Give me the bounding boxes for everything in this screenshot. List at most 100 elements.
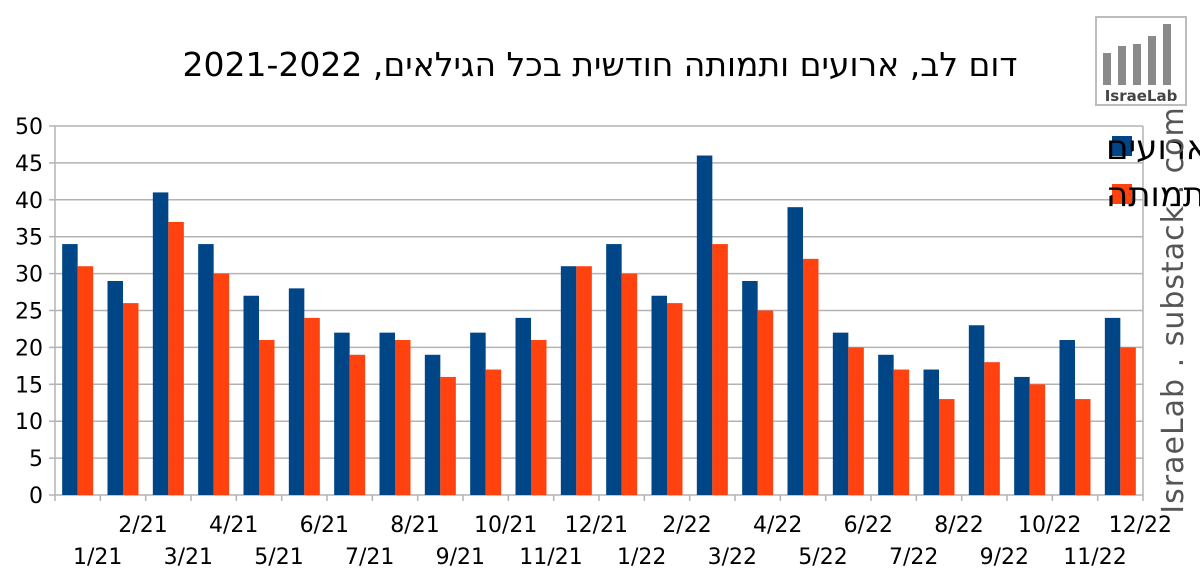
- x-tick-label: 12/21: [565, 513, 628, 538]
- y-tick-label: 15: [15, 373, 43, 398]
- bar-deaths-10/21: [485, 369, 502, 495]
- y-tick-label: 35: [15, 226, 43, 251]
- bar-events-9/22: [968, 325, 985, 495]
- bar-events-11/22: [1059, 340, 1075, 495]
- legend: ארועים תמותה: [1106, 128, 1200, 215]
- bar-events-2/22: [651, 295, 667, 495]
- logo-text: IsraeLab: [1105, 87, 1178, 105]
- gridlines: [49, 125, 1144, 501]
- y-tick-label: 25: [15, 300, 43, 325]
- y-tick-label: 30: [15, 263, 43, 288]
- bar-events-2/21: [107, 280, 123, 495]
- x-tick-label: 10/21: [474, 513, 537, 538]
- logo-bar-3: [1133, 44, 1141, 85]
- bar-events-7/21: [334, 332, 350, 495]
- x-tick-label: 6/21: [300, 513, 349, 538]
- bar-deaths-12/22: [1120, 347, 1136, 495]
- x-tick-label: 3/21: [164, 545, 213, 570]
- x-tick-label: 10/22: [1018, 513, 1081, 538]
- israelab-logo: IsraeLab: [1095, 16, 1187, 106]
- bar-events-11/21: [515, 317, 531, 495]
- x-tick-label: 7/21: [345, 545, 394, 570]
- legend-label-events: ארועים: [1106, 128, 1200, 168]
- bar-deaths-6/22: [848, 347, 864, 495]
- bar-events-12/21: [560, 266, 577, 495]
- logo-bar-4: [1148, 36, 1156, 85]
- x-tick-label: 9/22: [980, 545, 1029, 570]
- bar-deaths-8/21: [395, 340, 411, 495]
- x-tick-label: 7/22: [889, 545, 938, 570]
- x-tick-label: 1/22: [617, 545, 666, 570]
- x-tick-label: 3/22: [708, 545, 757, 570]
- legend-swatch-events: [1112, 136, 1132, 156]
- bar-events-5/22: [787, 207, 803, 495]
- bar-events-6/21: [288, 288, 305, 495]
- x-tick-label: 1/21: [73, 545, 122, 570]
- bar-deaths-10/22: [1029, 384, 1046, 495]
- x-tick-label: 6/22: [844, 513, 893, 538]
- x-tick-label: 8/21: [390, 513, 439, 538]
- bar-deaths-7/22: [893, 369, 910, 495]
- y-tick-label: 40: [15, 189, 43, 214]
- logo-bar-1: [1103, 53, 1111, 85]
- x-tick-label: 2/22: [662, 513, 711, 538]
- bar-events-5/21: [243, 295, 259, 495]
- y-axis-ticks: 0 5 10 15 20 25 30 35 40 45 50: [15, 115, 43, 509]
- x-tick-label: 9/21: [436, 545, 485, 570]
- y-tick-label: 50: [15, 115, 43, 140]
- bar-deaths-6/21: [304, 317, 320, 495]
- bar-events-8/21: [379, 332, 395, 495]
- x-tick-label: 4/22: [753, 513, 802, 538]
- x-tick-label: 11/22: [1063, 545, 1126, 570]
- bar-events-3/21: [152, 192, 169, 496]
- x-tick-label: 4/21: [209, 513, 258, 538]
- bar-deaths-2/21: [123, 303, 139, 495]
- x-tick-label: 5/21: [254, 545, 303, 570]
- x-tick-label: 11/21: [519, 545, 582, 570]
- legend-swatch-deaths: [1112, 184, 1132, 204]
- bar-deaths-4/22: [757, 310, 774, 495]
- watermark: IsraeLab . substack . com: [1156, 106, 1191, 513]
- x-tick-label: 12/22: [1109, 513, 1172, 538]
- bar-deaths-7/21: [349, 354, 366, 495]
- bar-deaths-5/21: [259, 340, 275, 495]
- bar-deaths-5/22: [803, 258, 819, 495]
- x-tick-label: 5/22: [798, 545, 847, 570]
- bar-deaths-3/22: [712, 244, 728, 495]
- y-tick-label: 20: [15, 336, 43, 361]
- bar-events-4/22: [742, 280, 758, 495]
- bar-events-1/22: [606, 244, 622, 495]
- y-tick-label: 5: [29, 447, 43, 472]
- bars: [62, 155, 1136, 496]
- x-tick-label: 2/21: [118, 513, 167, 538]
- bar-events-9/21: [424, 354, 441, 495]
- bar-deaths-9/21: [440, 376, 456, 495]
- bar-deaths-1/22: [621, 273, 638, 495]
- bar-deaths-11/21: [531, 340, 547, 495]
- bar-deaths-2/22: [667, 303, 683, 495]
- y-tick-label: 10: [15, 410, 43, 435]
- logo-bar-2: [1118, 46, 1126, 85]
- y-tick-label: 0: [29, 484, 43, 509]
- y-tick-label: 45: [15, 152, 43, 177]
- bar-deaths-9/22: [984, 362, 1000, 495]
- bar-events-4/21: [198, 244, 214, 495]
- bar-events-6/22: [832, 332, 849, 495]
- bar-events-10/21: [470, 332, 486, 495]
- bar-deaths-12/21: [576, 266, 592, 495]
- bar-events-1/21: [62, 244, 78, 495]
- bar-events-10/22: [1014, 376, 1030, 495]
- bar-deaths-11/22: [1075, 399, 1091, 495]
- bar-events-7/22: [878, 354, 894, 495]
- bar-deaths-1/21: [77, 266, 94, 495]
- bar-deaths-4/21: [213, 273, 230, 495]
- bar-deaths-8/22: [939, 399, 955, 495]
- bar-events-12/22: [1104, 317, 1121, 495]
- logo-bar-5: [1163, 24, 1171, 85]
- legend-label-deaths: תמותה: [1106, 175, 1200, 215]
- x-tick-label: 8/22: [934, 513, 983, 538]
- bar-events-8/22: [923, 369, 939, 495]
- x-axis-ticks: 1/21 2/21 3/21 4/21 5/21 6/21 7/21 8/21 9/21 10/2…: [73, 513, 1172, 570]
- bar-deaths-3/21: [168, 221, 184, 495]
